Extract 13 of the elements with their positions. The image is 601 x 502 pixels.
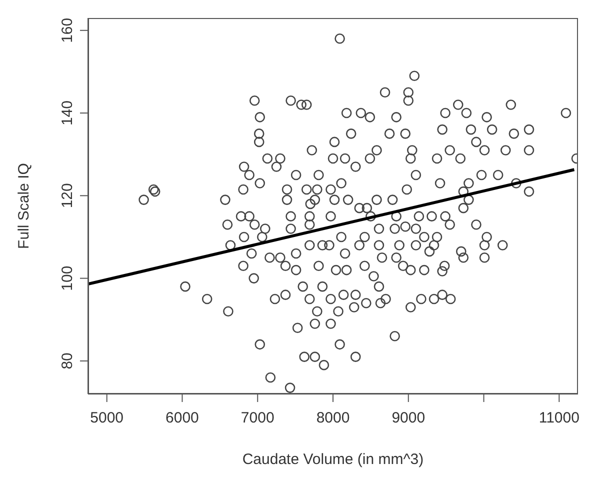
y-tick-label: 140 [59, 100, 76, 126]
x-tick-label: 7000 [240, 410, 274, 427]
x-tick-label: 5000 [90, 410, 124, 427]
y-tick-label: 160 [59, 18, 76, 43]
x-tick-label: 11000 [538, 410, 580, 427]
x-axis-title: Caudate Volume (in mm^3) [242, 451, 424, 468]
x-tick-label: 9000 [392, 410, 426, 427]
y-tick-label: 120 [59, 183, 76, 208]
y-tick-label: 100 [59, 266, 76, 291]
y-tick-label: 80 [59, 352, 76, 370]
y-axis-title: Full Scale IQ [15, 163, 32, 249]
x-tick-label: 6000 [166, 410, 199, 427]
x-tick-label: 8000 [316, 410, 350, 427]
